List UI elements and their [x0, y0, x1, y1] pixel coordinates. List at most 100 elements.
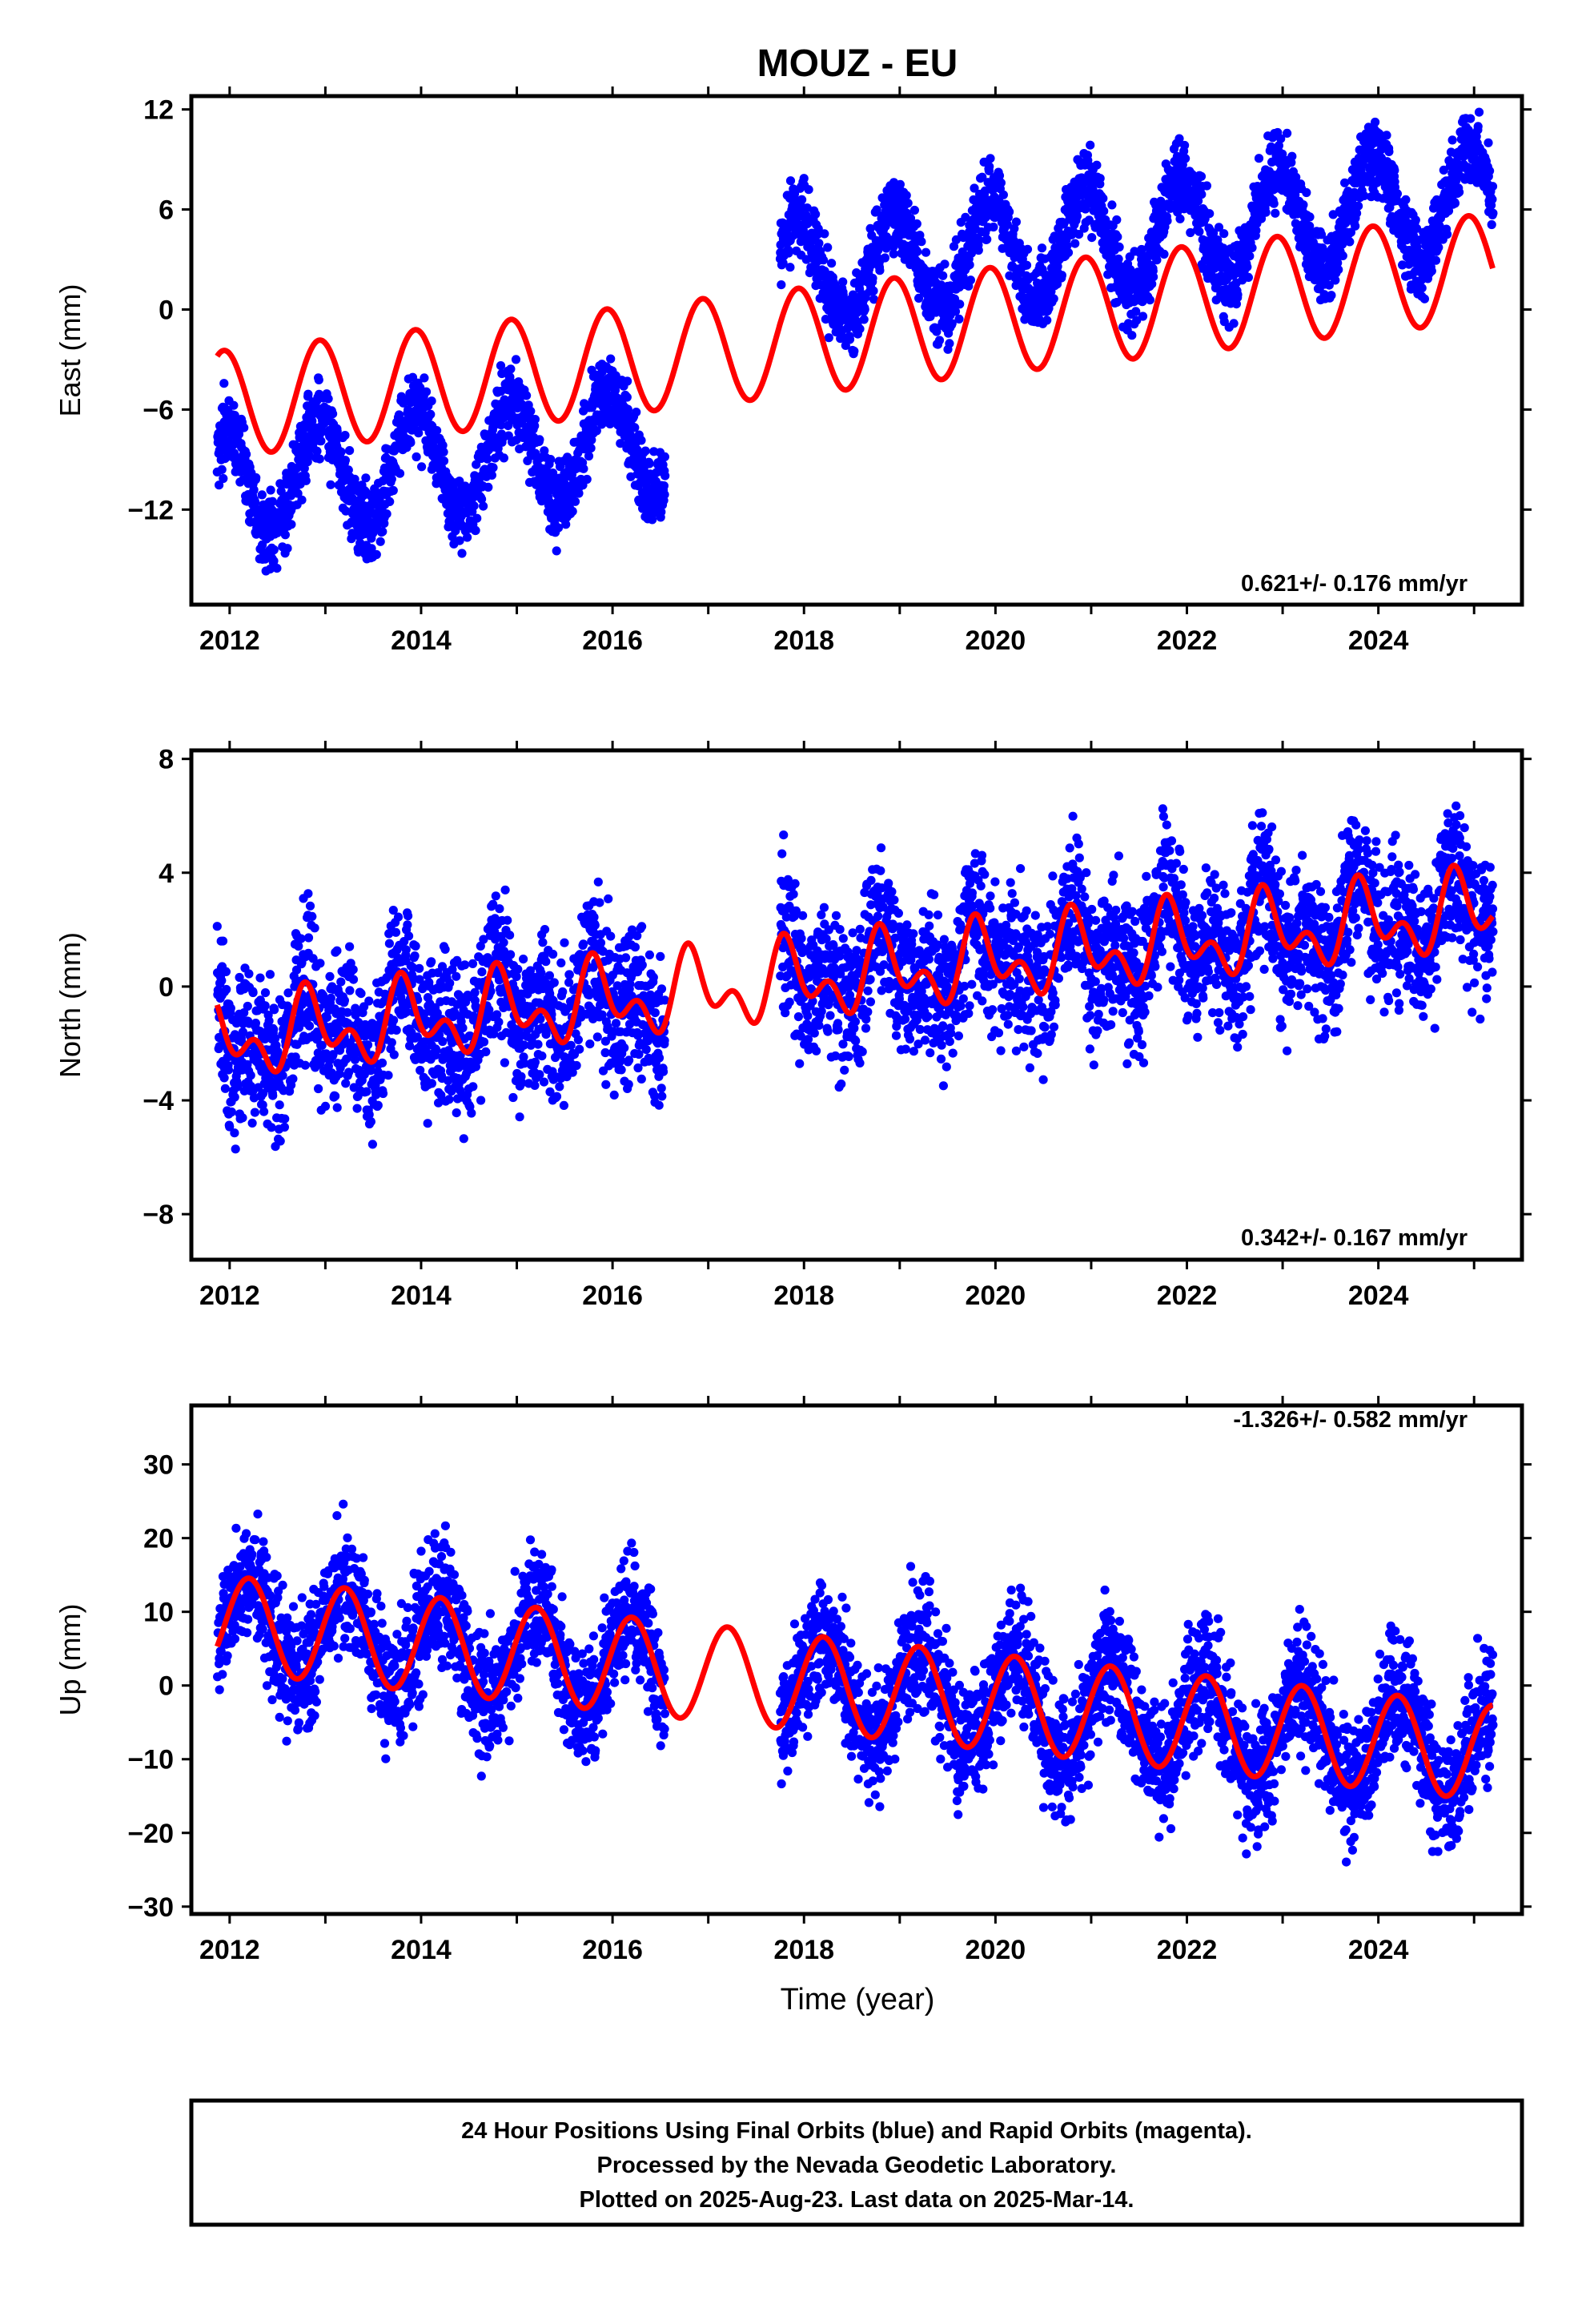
data-point [1174, 134, 1184, 143]
data-point [371, 549, 381, 560]
data-point [947, 319, 957, 328]
data-point [412, 1032, 423, 1042]
data-point [912, 219, 921, 229]
data-point [264, 1016, 274, 1026]
data-point [320, 1101, 331, 1111]
data-point [325, 971, 335, 981]
data-point [636, 436, 646, 445]
data-point [331, 1092, 340, 1101]
data-point [978, 172, 987, 182]
data-point [1331, 275, 1340, 285]
data-point [406, 438, 416, 448]
data-point [420, 1009, 429, 1019]
data-point [416, 1065, 425, 1076]
data-point [869, 286, 878, 296]
data-point [785, 263, 795, 272]
data-point [427, 957, 436, 967]
data-point [1112, 297, 1122, 308]
data-point [945, 339, 954, 348]
data-point [436, 1090, 446, 1100]
data-point [248, 987, 258, 998]
data-point [823, 243, 833, 252]
data-point [778, 258, 788, 267]
data-point [283, 544, 292, 553]
data-point [1287, 151, 1297, 161]
data-point [404, 931, 414, 941]
data-point [314, 375, 323, 384]
data-point [626, 472, 636, 481]
data-point [622, 392, 632, 402]
data-point [1114, 242, 1124, 252]
data-point [367, 1140, 377, 1149]
data-point [220, 1084, 230, 1093]
data-point [259, 1107, 269, 1116]
data-point [471, 525, 480, 536]
velocity-annotation-east: 0.621+/- 0.176 mm/yr [1241, 571, 1468, 597]
data-point [1072, 211, 1082, 221]
data-point [230, 1128, 239, 1138]
data-point [827, 259, 837, 268]
data-point [506, 364, 516, 374]
data-point [1057, 271, 1066, 280]
data-point [288, 1074, 298, 1084]
data-point [389, 1050, 399, 1059]
data-point [855, 324, 865, 334]
data-point [797, 195, 807, 204]
data-point [452, 1108, 461, 1118]
data-point [1474, 107, 1484, 117]
data-point [1488, 195, 1497, 204]
data-point [458, 1023, 468, 1033]
data-point [1149, 272, 1158, 282]
data-point [432, 1045, 441, 1055]
data-point [838, 277, 848, 287]
data-point [427, 1079, 437, 1088]
data-point [472, 513, 482, 523]
data-point [242, 449, 251, 459]
data-point [225, 1122, 235, 1132]
data-point [251, 497, 260, 507]
data-point [985, 162, 994, 171]
data-point [468, 1082, 478, 1092]
data-point [280, 530, 290, 540]
data-point [799, 174, 809, 183]
data-point [1074, 230, 1084, 239]
data-point [300, 1060, 310, 1070]
data-point [336, 977, 346, 987]
data-point [1243, 272, 1253, 282]
data-point [623, 376, 632, 386]
data-point [1434, 243, 1443, 252]
data-point [811, 209, 821, 219]
data-point [1022, 244, 1033, 254]
data-point [592, 426, 601, 436]
data-point [1276, 134, 1286, 143]
data-point [484, 482, 493, 493]
data-point [257, 490, 267, 500]
data-point [235, 972, 244, 983]
data-point [265, 970, 275, 979]
data-point [238, 1027, 247, 1037]
y-tick-label: 12 [143, 95, 174, 126]
x-tick-label: 2020 [966, 625, 1026, 656]
data-point [275, 1136, 285, 1146]
data-point [865, 223, 875, 233]
data-point [385, 497, 395, 507]
data-point [258, 1100, 267, 1110]
data-point [661, 471, 670, 480]
data-point [382, 973, 391, 983]
data-point [273, 1049, 283, 1059]
data-point [546, 455, 556, 464]
data-point [279, 1122, 289, 1132]
data-point [496, 361, 506, 371]
data-point [574, 489, 584, 498]
data-point [445, 979, 455, 988]
data-point [940, 259, 950, 269]
data-point [479, 501, 488, 511]
data-point [221, 967, 231, 976]
data-point [457, 549, 467, 558]
data-point [921, 247, 931, 257]
data-point [315, 959, 325, 968]
data-point [244, 969, 254, 979]
data-point [276, 486, 286, 497]
data-point [660, 452, 670, 462]
